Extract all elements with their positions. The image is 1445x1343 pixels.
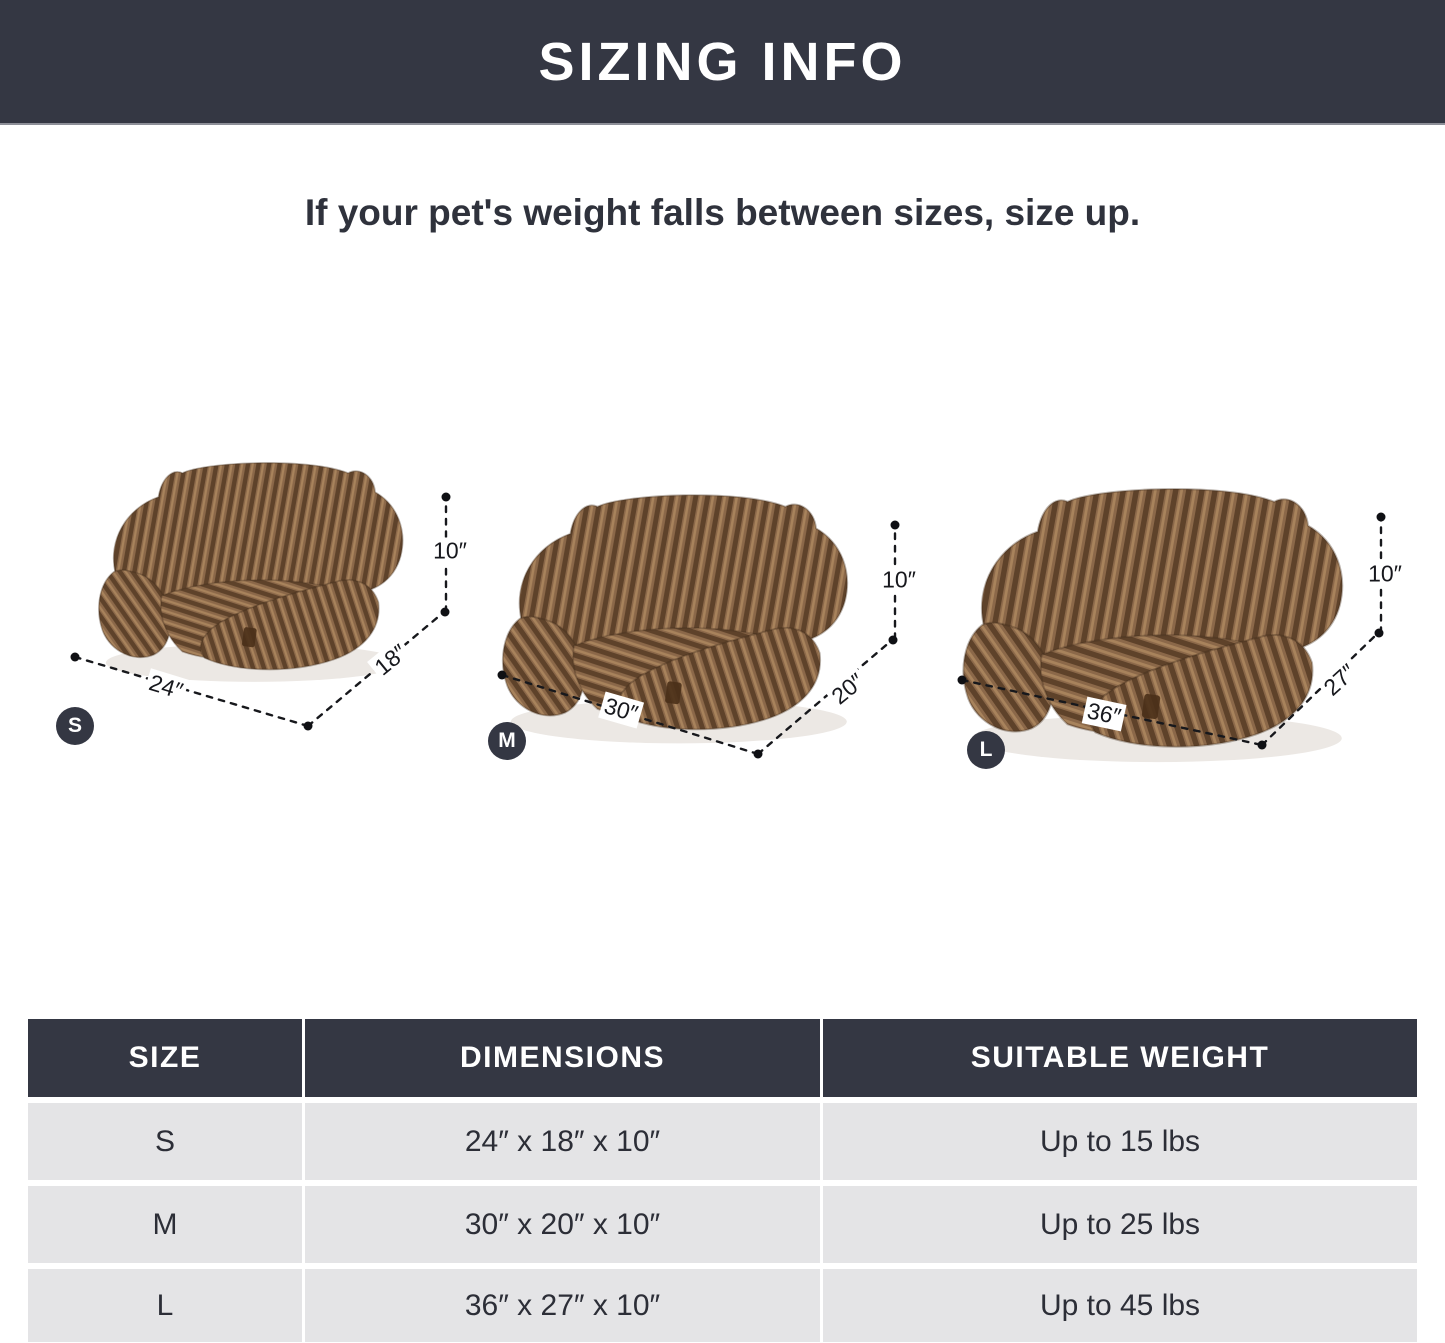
table-cell-dimensions-l: 36″ x 27″ x 10″ — [305, 1269, 820, 1342]
sizing-table: SIZE DIMENSIONS SUITABLE WEIGHT S 24″ x … — [28, 1019, 1417, 1342]
page-title: SIZING INFO — [538, 31, 907, 92]
table-cell-weight-m: Up to 25 lbs — [823, 1186, 1417, 1263]
title-bar: SIZING INFO — [0, 0, 1445, 125]
table-cell-weight-l: Up to 45 lbs — [823, 1269, 1417, 1342]
bed-s-height-dimension-label: 10″ — [430, 537, 470, 565]
bed-m-height-dimension-label: 10″ — [879, 566, 919, 594]
pet-bed-illustration-small — [85, 446, 420, 693]
table-cell-dimensions-s: 24″ x 18″ x 10″ — [305, 1103, 820, 1180]
table-header-suitable-weight: SUITABLE WEIGHT — [823, 1019, 1417, 1097]
table-cell-size-m: M — [28, 1186, 302, 1263]
table-cell-size-s: S — [28, 1103, 302, 1180]
table-cell-dimensions-m: 30″ x 20″ x 10″ — [305, 1186, 820, 1263]
table-header-size: SIZE — [28, 1019, 302, 1097]
pet-bed-illustration-large — [946, 468, 1364, 776]
subtitle-text: If your pet's weight falls between sizes… — [304, 192, 1141, 233]
size-badge-medium: M — [488, 722, 526, 760]
size-badge-large: L — [967, 731, 1005, 769]
table-cell-size-l: L — [28, 1269, 302, 1342]
size-badge-small: S — [56, 707, 94, 745]
pet-bed-illustration-medium — [487, 476, 867, 756]
table-header-dimensions: DIMENSIONS — [305, 1019, 820, 1097]
table-cell-weight-s: Up to 15 lbs — [823, 1103, 1417, 1180]
bed-l-height-dimension-label: 10″ — [1365, 560, 1405, 588]
